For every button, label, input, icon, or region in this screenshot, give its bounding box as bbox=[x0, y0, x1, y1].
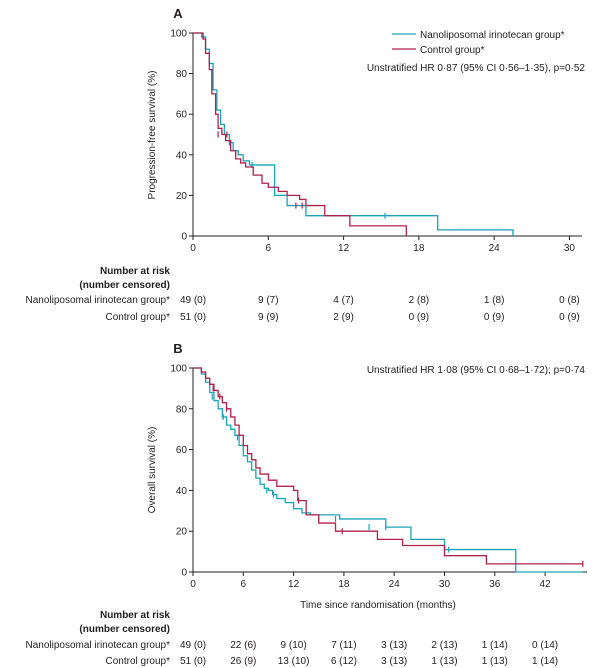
risk-value: 26 (9) bbox=[230, 656, 256, 667]
panel-a-plot: 0 20 40 60 80 100 0 6 12 18 24 30 49 (0) 9 (7) 4 (7) 2 … bbox=[170, 29, 582, 323]
x-tick-label: 18 bbox=[338, 579, 350, 590]
panel-a-y-title: Progression-free survival (%) bbox=[147, 71, 158, 200]
legend-nano-label: Nanoliposomal irinotecan group* bbox=[420, 30, 565, 41]
series-line-control bbox=[193, 367, 583, 565]
y-tick-label: 0 bbox=[181, 568, 187, 579]
risk-value: 51 (0) bbox=[180, 312, 206, 323]
risk-value: 2 (8) bbox=[409, 295, 430, 306]
series-line-nano bbox=[193, 367, 583, 573]
x-tick-label: 6 bbox=[241, 579, 247, 590]
risk-value: 2 (13) bbox=[431, 640, 457, 651]
risk-value: 7 (11) bbox=[331, 640, 356, 651]
x-tick-label: 0 bbox=[190, 243, 196, 254]
risk-a-head2: (number censored) bbox=[79, 280, 170, 291]
risk-b-head2: (number censored) bbox=[79, 624, 170, 635]
risk-value: 4 (7) bbox=[333, 295, 354, 306]
panel-a-letter: A bbox=[173, 6, 183, 21]
y-tick-label: 0 bbox=[181, 232, 187, 243]
panel-a-legend: Nanoliposomal irinotecan group* Control … bbox=[392, 30, 565, 56]
risk-value: 1 (14) bbox=[482, 640, 508, 651]
panel-b-plot: 0 20 40 60 80 100 0 6 12 18 24 30 36 42 49 (0) 22 (6) 9 … bbox=[170, 364, 587, 667]
risk-a-head1: Number at risk bbox=[100, 266, 170, 277]
panel-b-letter: B bbox=[173, 341, 182, 356]
risk-value: 9 (10) bbox=[281, 640, 307, 651]
y-tick-label: 40 bbox=[176, 150, 188, 161]
x-tick-label: 24 bbox=[389, 579, 401, 590]
y-tick-label: 40 bbox=[176, 486, 188, 497]
risk-value: 1 (13) bbox=[482, 656, 508, 667]
y-tick-label: 60 bbox=[176, 110, 188, 121]
risk-value: 13 (10) bbox=[278, 656, 310, 667]
x-tick-label: 12 bbox=[338, 243, 350, 254]
risk-value: 1 (14) bbox=[532, 656, 558, 667]
panel-a-annotation: Unstratified HR 0·87 (95% CI 0·56–1·35),… bbox=[367, 63, 586, 74]
risk-value: 0 (9) bbox=[484, 312, 505, 323]
risk-value: 22 (6) bbox=[230, 640, 256, 651]
risk-b-row2-label: Control group* bbox=[106, 656, 171, 667]
y-tick-label: 80 bbox=[176, 69, 188, 80]
risk-value: 3 (13) bbox=[381, 640, 407, 651]
y-tick-label: 60 bbox=[176, 445, 188, 456]
y-tick-label: 100 bbox=[170, 364, 187, 375]
series-line-control bbox=[193, 32, 407, 236]
risk-value: 0 (9) bbox=[409, 312, 430, 323]
risk-b-head1: Number at risk bbox=[100, 610, 170, 621]
x-tick-label: 36 bbox=[489, 579, 501, 590]
risk-value: 9 (7) bbox=[258, 295, 279, 306]
risk-value: 9 (9) bbox=[258, 312, 279, 323]
risk-a-row1-label: Nanoliposomal irinotecan group* bbox=[25, 295, 170, 306]
risk-a-row2-label: Control group* bbox=[106, 312, 171, 323]
risk-value: 0 (8) bbox=[559, 295, 580, 306]
risk-value: 2 (9) bbox=[333, 312, 354, 323]
risk-value: 51 (0) bbox=[180, 656, 206, 667]
x-tick-label: 12 bbox=[288, 579, 300, 590]
panel-b-y-title: Overall survival (%) bbox=[147, 427, 158, 514]
risk-value: 1 (13) bbox=[431, 656, 457, 667]
risk-value: 3 (13) bbox=[381, 656, 407, 667]
risk-value: 0 (9) bbox=[559, 312, 580, 323]
risk-value: 49 (0) bbox=[180, 295, 206, 306]
risk-value: 0 (14) bbox=[532, 640, 558, 651]
x-tick-label: 30 bbox=[439, 579, 451, 590]
legend-control-label: Control group* bbox=[420, 45, 485, 56]
y-tick-label: 20 bbox=[176, 191, 188, 202]
y-tick-label: 80 bbox=[176, 404, 188, 415]
x-tick-label: 42 bbox=[540, 579, 552, 590]
x-tick-label: 0 bbox=[190, 579, 196, 590]
panel-b-annotation: Unstratified HR 1·08 (95% CI 0·68–1·72);… bbox=[367, 365, 586, 376]
risk-value: 1 (8) bbox=[484, 295, 505, 306]
risk-value: 6 (12) bbox=[331, 656, 357, 667]
risk-value: 49 (0) bbox=[180, 640, 206, 651]
y-tick-label: 20 bbox=[176, 527, 188, 538]
x-tick-label: 18 bbox=[413, 243, 425, 254]
x-tick-label: 30 bbox=[564, 243, 576, 254]
panel-b-x-title: Time since randomisation (months) bbox=[300, 600, 456, 611]
x-tick-label: 6 bbox=[266, 243, 272, 254]
x-tick-label: 24 bbox=[489, 243, 501, 254]
y-tick-label: 100 bbox=[170, 29, 187, 40]
risk-b-row1-label: Nanoliposomal irinotecan group* bbox=[25, 640, 170, 651]
series-line-nano bbox=[193, 32, 514, 236]
